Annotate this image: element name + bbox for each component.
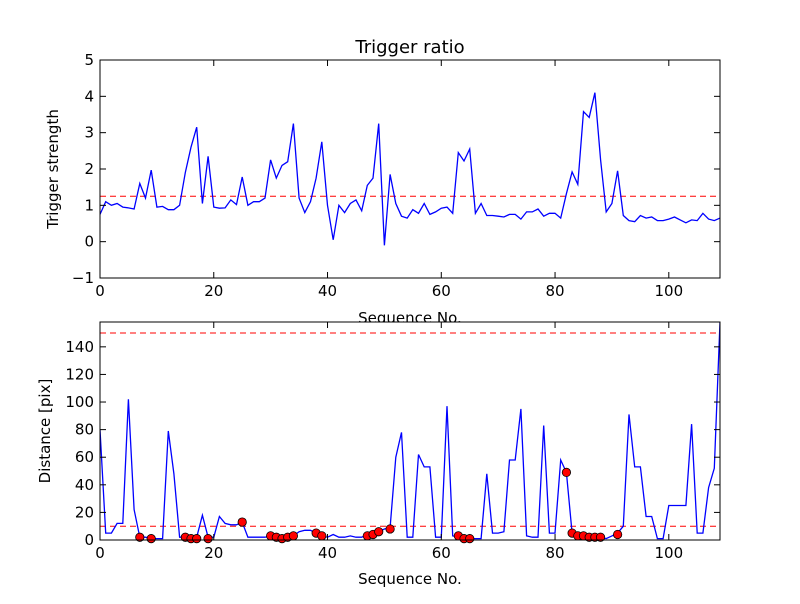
bottom-y-tick-label: 0 [84,531,94,549]
data-point-marker [595,532,606,542]
top-y-tick-label: 5 [84,51,94,69]
bottom-x-tick-label: 60 [432,544,451,562]
top-plot-frame [99,59,721,279]
top-y-axis-label: Trigger strength [44,109,62,230]
bottom-y-tick-label: 100 [65,393,94,411]
bottom-threshold-layer [100,332,720,527]
top-x-tick-label: 80 [545,282,564,300]
top-x-tick-label: 100 [654,282,683,300]
data-point-marker [237,517,247,527]
data-point-marker [146,534,156,544]
data-point-marker [374,527,384,537]
bottom-plot-frame [99,321,721,541]
top-plot-area [100,60,720,278]
top-series-line-0 [100,92,720,246]
bottom-plot: 0 20 40 60 80 100 0 20 40 60 80 100 120 140 Sequence … [36,321,721,588]
data-point-marker [288,531,298,541]
data-point-marker [203,534,213,544]
top-x-tick-label: 40 [318,282,337,300]
bottom-y-tick-label: 20 [75,503,94,521]
data-point-marker [317,531,327,541]
data-point-marker [192,534,202,544]
bottom-y-tick-label: 60 [75,448,94,466]
bottom-y-tick-label: 40 [75,476,94,494]
bottom-x-tick-label: 40 [318,544,337,562]
bottom-x-tick-label: 100 [654,544,683,562]
top-series-layer [100,92,720,246]
top-x-tick-label: 20 [204,282,223,300]
bottom-marker-layer [135,467,623,544]
bottom-x-tick-label: 80 [545,544,564,562]
bottom-y-tick-label: 140 [65,338,94,356]
top-x-tick-label: 0 [95,282,105,300]
top-x-tick-label: 60 [432,282,451,300]
top-y-tick-label: 1 [84,196,94,214]
data-point-marker [135,532,145,542]
data-point-marker [613,529,623,540]
data-point-marker [465,534,475,544]
bottom-y-tick-label: 80 [75,421,94,439]
top-y-tick-label: 2 [84,160,94,178]
bottom-x-axis-label: Sequence No. [358,570,462,588]
data-point-marker [561,467,572,477]
data-point-marker [385,524,395,534]
bottom-x-tick-label: 20 [204,544,223,562]
top-y-tick-label: 3 [84,124,94,142]
top-plot-title: Trigger ratio [354,37,464,58]
top-y-tick-label: −1 [72,269,94,287]
bottom-x-tick-label: 0 [95,544,105,562]
top-y-tick-label: 4 [84,87,94,105]
bottom-ticks-layer: 0 20 40 60 80 100 0 20 40 60 80 100 120 140 [65,322,720,562]
bottom-y-tick-label: 120 [65,365,94,383]
top-y-tick-label: 0 [84,233,94,251]
bottom-y-axis-label: Distance [pix] [36,379,54,484]
bottom-plot-area [100,322,720,540]
